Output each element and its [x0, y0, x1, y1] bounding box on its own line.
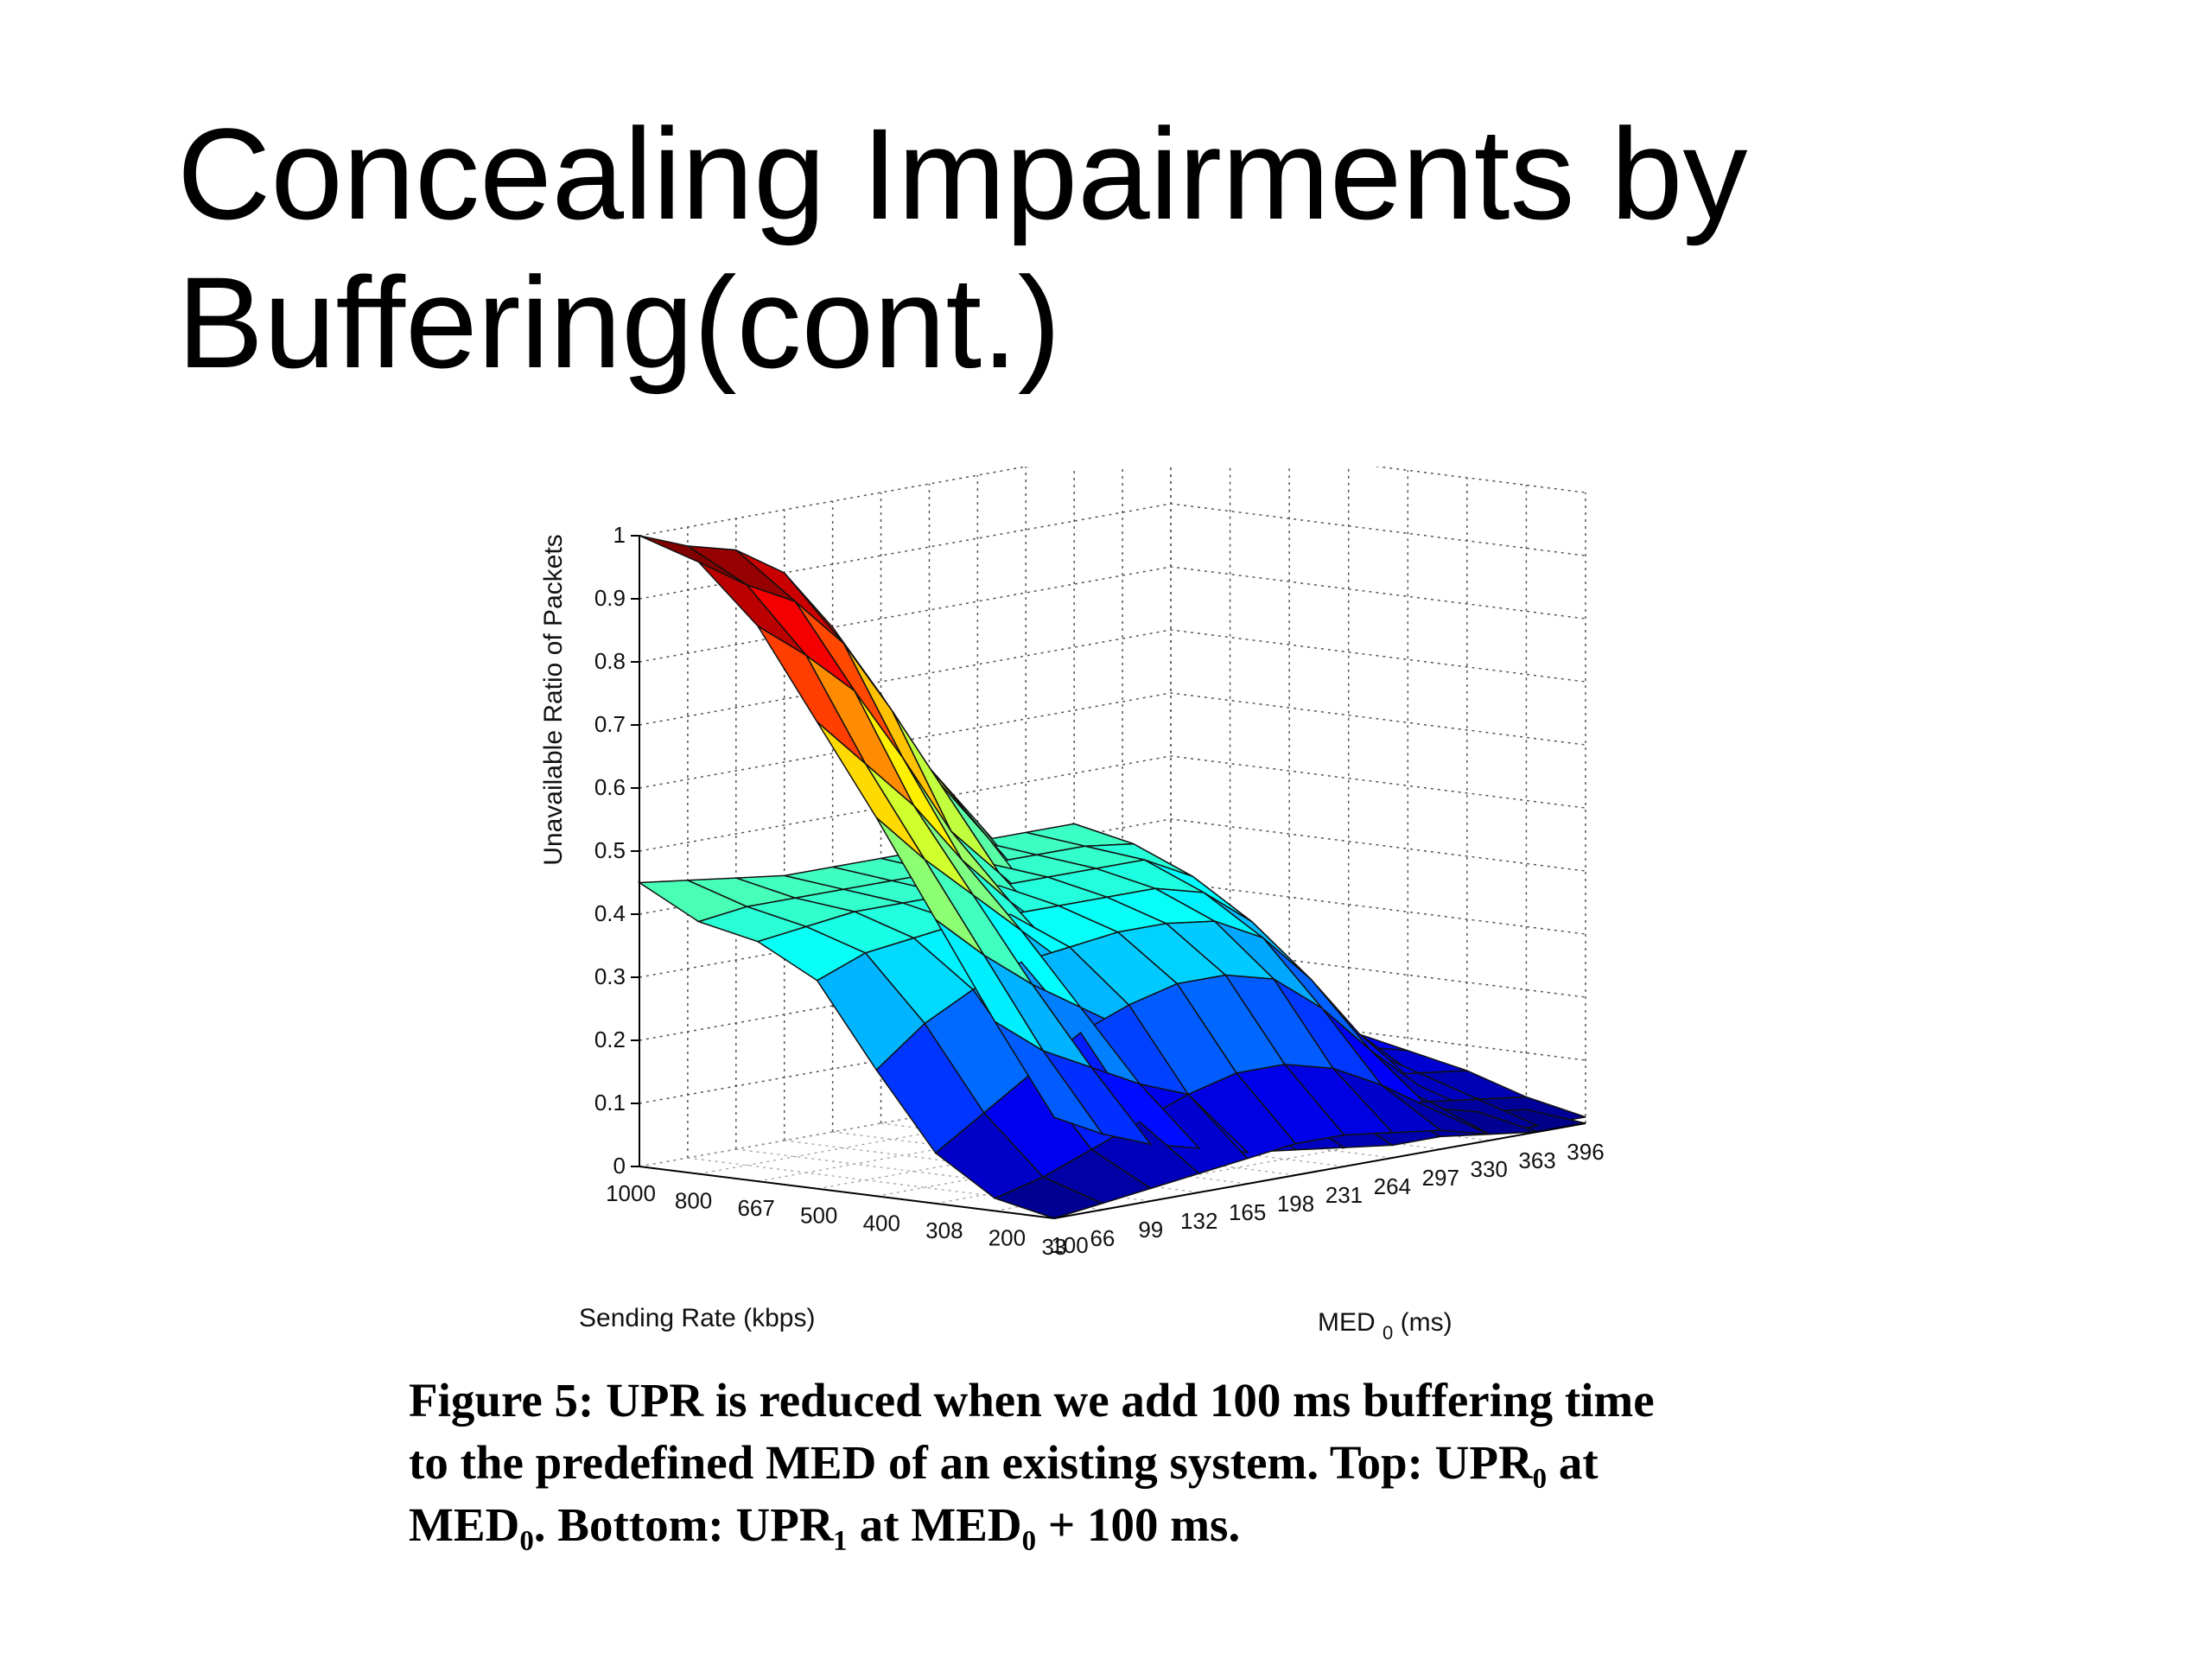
x-tick-label: 363	[1518, 1147, 1555, 1173]
chart-labels: Unavailable Ratio of Packets Sending Rat…	[539, 534, 1452, 1345]
surface-patch	[993, 1176, 1105, 1219]
x-axis-label: MED 0 (ms)	[1318, 1308, 1452, 1345]
z-tick-label: 0	[613, 1153, 626, 1179]
z-tick-label: 0.4	[594, 900, 626, 926]
caption-line-1: Figure 5: UPR is reduced when we add 100…	[409, 1374, 1655, 1427]
y-tick-label: 200	[988, 1224, 1026, 1250]
z-tick-label: 0.9	[594, 585, 626, 611]
x-tick-label: 297	[1422, 1165, 1459, 1191]
caption-line-3: MED₀. Bottom: UPR₁ at MED₀ + 100 ms.	[409, 1498, 1241, 1551]
surface-patch	[994, 1020, 1104, 1135]
y-tick-label: 800	[675, 1188, 712, 1214]
y-tick-label: 500	[800, 1203, 837, 1229]
slide-title: Concealing Impairments by Buffering(cont…	[177, 99, 2078, 397]
slide-title-line-2: Buffering(cont.)	[177, 250, 1061, 395]
grid-line	[639, 503, 1586, 600]
grid-line	[639, 755, 1586, 852]
x-tick-label: 33	[1042, 1234, 1067, 1260]
x-axis-line	[1053, 1122, 1586, 1219]
z-tick-label: 1	[613, 522, 626, 548]
x-tick-label: 330	[1470, 1156, 1507, 1182]
x-tick-label: 66	[1090, 1225, 1115, 1251]
x-axis-label-main: MED	[1318, 1308, 1376, 1337]
x-tick-label: 198	[1277, 1191, 1314, 1217]
y-tick-label: 1000	[606, 1180, 656, 1206]
x-axis-label-unit: (ms)	[1401, 1308, 1452, 1337]
y-tick-label: 100	[1051, 1232, 1088, 1258]
chart-surfaces	[637, 535, 1586, 1219]
y-axis-line	[639, 1166, 1055, 1219]
grid-line	[687, 1157, 1103, 1211]
z-tick-label: 0.5	[594, 837, 626, 863]
z-tick-label: 0.8	[594, 648, 626, 674]
caption-line-2: to the predefined MED of an existing sys…	[409, 1436, 1599, 1489]
z-tick-label: 0.7	[594, 711, 626, 737]
chart-axes: 0 0.1 0.2 0.3 0.4 0.5 0.6 0.7 0.8 0.9 1 1000 800 667 5…	[594, 522, 1605, 1260]
x-tick-label: 396	[1567, 1139, 1604, 1165]
grid-line	[735, 1148, 1151, 1202]
x-tick-label: 165	[1229, 1199, 1266, 1225]
figure-caption: Figure 5: UPR is reduced when we add 100…	[409, 1370, 1826, 1556]
y-axis-label: Sending Rate (kbps)	[579, 1304, 816, 1332]
x-tick-label: 99	[1138, 1217, 1163, 1243]
x-tick-label: 264	[1374, 1173, 1411, 1199]
grid-line	[639, 467, 1586, 537]
y-tick-label: 400	[863, 1210, 900, 1236]
z-tick-label: 0.2	[594, 1027, 626, 1052]
z-axis-label: Unavailable Ratio of Packets	[539, 534, 568, 866]
grid-line	[639, 692, 1586, 789]
z-tick-label: 0.6	[594, 774, 626, 800]
slide-title-line-1: Concealing Impairments by	[177, 101, 1748, 246]
y-tick-label: 308	[925, 1217, 963, 1243]
z-tick-label: 0.3	[594, 963, 626, 989]
z-tick-label: 0.1	[594, 1090, 626, 1116]
y-tick-label: 667	[737, 1195, 774, 1221]
x-tick-label: 132	[1180, 1208, 1217, 1234]
x-tick-label: 231	[1325, 1182, 1363, 1208]
x-axis-label-sub: 0	[1382, 1322, 1393, 1344]
